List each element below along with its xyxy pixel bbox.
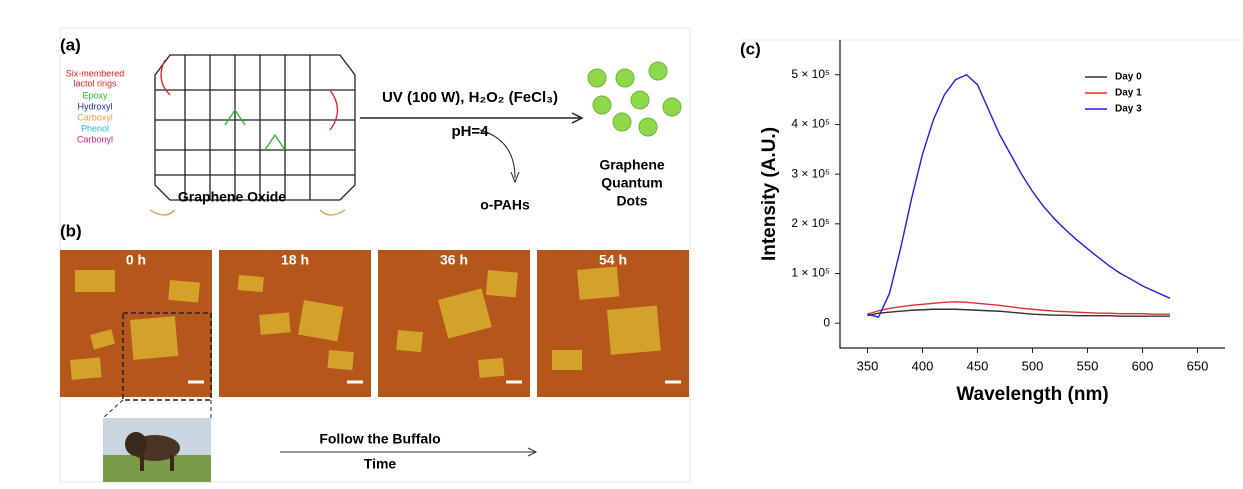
panel-label: (c) xyxy=(740,39,761,58)
afm-image: 54 h xyxy=(537,250,689,397)
caption: Follow the Buffalo xyxy=(319,431,440,447)
flake xyxy=(478,358,504,378)
flake xyxy=(607,306,661,355)
legend-label: Day 3 xyxy=(1115,104,1142,115)
group: Hydroxyl xyxy=(77,101,112,111)
series-line xyxy=(868,309,1171,316)
x-tick-label: 500 xyxy=(1022,358,1044,373)
zoom-line xyxy=(103,400,123,418)
y-tick-label: 1 × 10⁵ xyxy=(791,266,830,280)
x-tick-label: 650 xyxy=(1187,358,1209,373)
x-tick-label: 350 xyxy=(857,358,879,373)
group: Phenol xyxy=(81,123,109,133)
group: Carboxyl xyxy=(77,112,113,122)
flake xyxy=(75,270,115,292)
product: Quantum xyxy=(601,175,662,191)
conditions: UV (100 W), H₂O₂ (FeCl₃) xyxy=(382,89,558,106)
x-axis-label: Wavelength (nm) xyxy=(956,384,1108,405)
afm-background xyxy=(219,250,371,397)
panel-label: (a) xyxy=(60,35,81,54)
flake xyxy=(130,316,178,360)
flake xyxy=(298,300,343,341)
time-label: 54 h xyxy=(599,252,627,268)
y-axis-label: Intensity (A.U.) xyxy=(759,127,780,261)
product: Graphene xyxy=(599,157,665,173)
group: Epoxy xyxy=(82,90,108,100)
byproduct: o-PAHs xyxy=(480,197,530,213)
flake xyxy=(327,350,353,370)
group: lactol rings xyxy=(73,78,117,88)
group-legend: Six-membered lactol rings Epoxy Hydroxyl… xyxy=(66,68,125,144)
x-tick-label: 600 xyxy=(1132,358,1154,373)
flake xyxy=(486,270,518,298)
reactant-label: Graphene Oxide xyxy=(178,189,286,205)
y-tick-label: 2 × 10⁵ xyxy=(791,216,830,230)
ph: pH=4 xyxy=(451,123,489,140)
figure: (a) Six-membered lactol rings Epoxy Hydr… xyxy=(0,0,1243,484)
afm-images: 0 h 18 h 36 h 54 h xyxy=(60,250,689,397)
x-tick-label: 450 xyxy=(967,358,989,373)
group: Six-membered xyxy=(66,68,125,78)
flake xyxy=(259,312,291,335)
flake xyxy=(577,267,619,300)
time-label: 36 h xyxy=(440,252,468,268)
flake xyxy=(168,280,200,303)
y-tick-label: 5 × 10⁵ xyxy=(791,67,830,81)
afm-image: 0 h xyxy=(60,250,212,397)
chart: 350 400 450 500 550 600 650 0 1 × 10⁵ 2 × 10⁵ 3 × … xyxy=(759,40,1225,405)
buffalo-photo xyxy=(103,418,211,482)
y-tick-label: 3 × 10⁵ xyxy=(791,166,830,180)
quantum-dots xyxy=(588,62,681,136)
panel-label: (b) xyxy=(60,221,82,240)
group: Carbonyl xyxy=(77,134,113,144)
time-label: 0 h xyxy=(126,252,146,268)
axes xyxy=(840,40,1225,348)
product: Dots xyxy=(616,193,647,209)
x-tick-label: 550 xyxy=(1077,358,1099,373)
y-tick-label: 0 xyxy=(823,315,830,329)
afm-image: 36 h xyxy=(378,250,530,397)
time-label: Time xyxy=(364,456,397,472)
flake xyxy=(552,350,582,370)
flake xyxy=(70,357,102,380)
flake xyxy=(238,275,264,292)
x-tick-label: 400 xyxy=(912,358,934,373)
flake xyxy=(396,330,423,352)
legend-label: Day 0 xyxy=(1115,72,1142,83)
time-label: 18 h xyxy=(281,252,309,268)
y-tick-label: 4 × 10⁵ xyxy=(791,117,830,131)
afm-image: 18 h xyxy=(219,250,371,397)
legend-label: Day 1 xyxy=(1115,88,1142,99)
